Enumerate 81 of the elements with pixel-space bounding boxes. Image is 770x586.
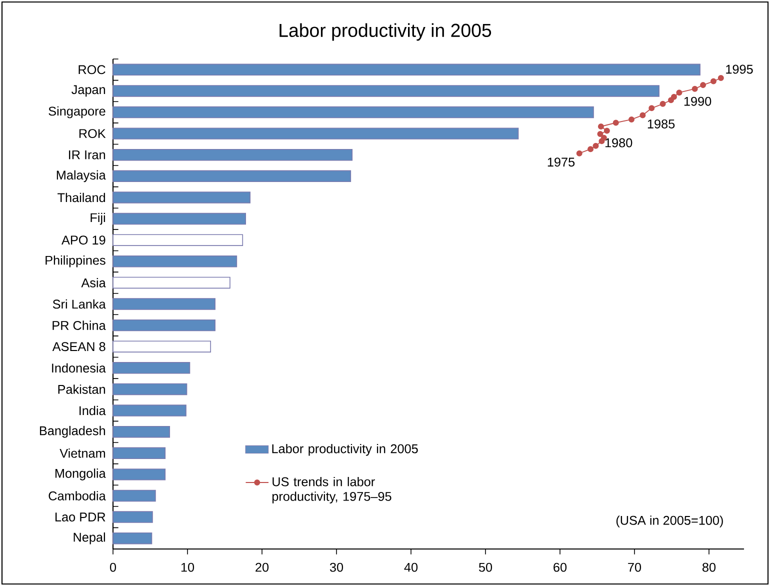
point [676, 90, 682, 96]
annotation: 1995 [726, 64, 753, 74]
y-tick-label: Asia [81, 278, 106, 288]
y-tick-label: Singapore [48, 106, 106, 118]
bar [112, 447, 166, 459]
y-tick-label: PR China [52, 320, 106, 330]
point [710, 78, 716, 84]
bar [112, 234, 244, 246]
x-tick-label: 30 [330, 562, 344, 572]
point [592, 142, 599, 149]
point [628, 116, 635, 122]
bar [112, 490, 156, 502]
bar [112, 212, 246, 225]
bar [112, 362, 190, 374]
y-tick-label: Bangladesh [40, 426, 106, 438]
y-tick-label: ROC [78, 65, 106, 74]
y-tick-label: Vietnam [60, 448, 106, 458]
x-tick-label: 60 [554, 562, 567, 572]
point [660, 100, 666, 107]
x-tick-label: 10 [181, 562, 194, 572]
y-tick-label: Nepal [74, 532, 105, 544]
point [576, 150, 582, 156]
annotation: 1975 [548, 158, 575, 167]
x-tick-label: 70 [628, 562, 642, 572]
legend-label: US trends in labor productivity, 1975–95 [272, 476, 392, 504]
point [598, 124, 604, 130]
bar [112, 276, 230, 289]
y-tick-label: Japan [72, 85, 106, 97]
annotation: 1985 [648, 119, 675, 128]
bar [112, 511, 153, 523]
bar [112, 340, 211, 352]
bar [112, 426, 170, 438]
bar [112, 64, 700, 76]
bar [112, 532, 152, 544]
point [670, 94, 677, 100]
y-tick-label: Malaysia [56, 170, 106, 182]
point [597, 131, 604, 138]
y-tick-label: Pakistan [58, 384, 106, 394]
y-tick-label: APO 19 [62, 236, 106, 245]
bar [112, 404, 186, 416]
chart-title: Labor productivity in 2005 [280, 23, 492, 41]
bar [112, 468, 166, 480]
point [588, 146, 594, 152]
point [640, 112, 646, 118]
point [692, 86, 698, 92]
annotation: 1990 [684, 96, 712, 106]
y-tick-label: Lao PDR [55, 512, 106, 522]
y-tick-label: Philippines [46, 255, 106, 268]
y-tick-label: Thailand [58, 192, 106, 202]
legend-label: Labor productivity in 2005 [272, 444, 418, 456]
x-tick-label: 0 [110, 562, 116, 572]
y-tick-label: Cambodia [48, 491, 106, 500]
point [648, 105, 655, 112]
bar [112, 319, 216, 332]
x-tick-label: 80 [702, 562, 716, 572]
x-tick-label: 50 [478, 562, 492, 572]
y-tick-label: India [80, 406, 106, 416]
point [612, 120, 619, 126]
bar [112, 170, 352, 182]
bar [112, 298, 216, 310]
y-tick-label: Fiji [90, 212, 105, 225]
x-tick-label: 20 [256, 562, 269, 572]
bar [112, 106, 594, 118]
y-tick-label: IR Iran [69, 150, 106, 160]
bar [112, 192, 250, 204]
y-tick-label: Mongolia [55, 468, 106, 480]
annotation: 1980 [605, 138, 632, 148]
annotation: (USA in 2005=100) [616, 516, 723, 528]
y-tick-label: ROK [79, 129, 106, 138]
bar [112, 256, 238, 268]
y-tick-label: Indonesia [52, 363, 106, 373]
y-tick-label: Sri Lanka [52, 299, 106, 309]
y-tick-label: ASEAN 8 [52, 342, 106, 352]
bar [112, 85, 660, 97]
bar [112, 383, 188, 396]
point [718, 74, 724, 81]
bar [112, 128, 519, 140]
x-tick-label: 40 [404, 562, 418, 572]
point [604, 128, 610, 134]
bar [112, 149, 353, 161]
point [700, 82, 706, 88]
